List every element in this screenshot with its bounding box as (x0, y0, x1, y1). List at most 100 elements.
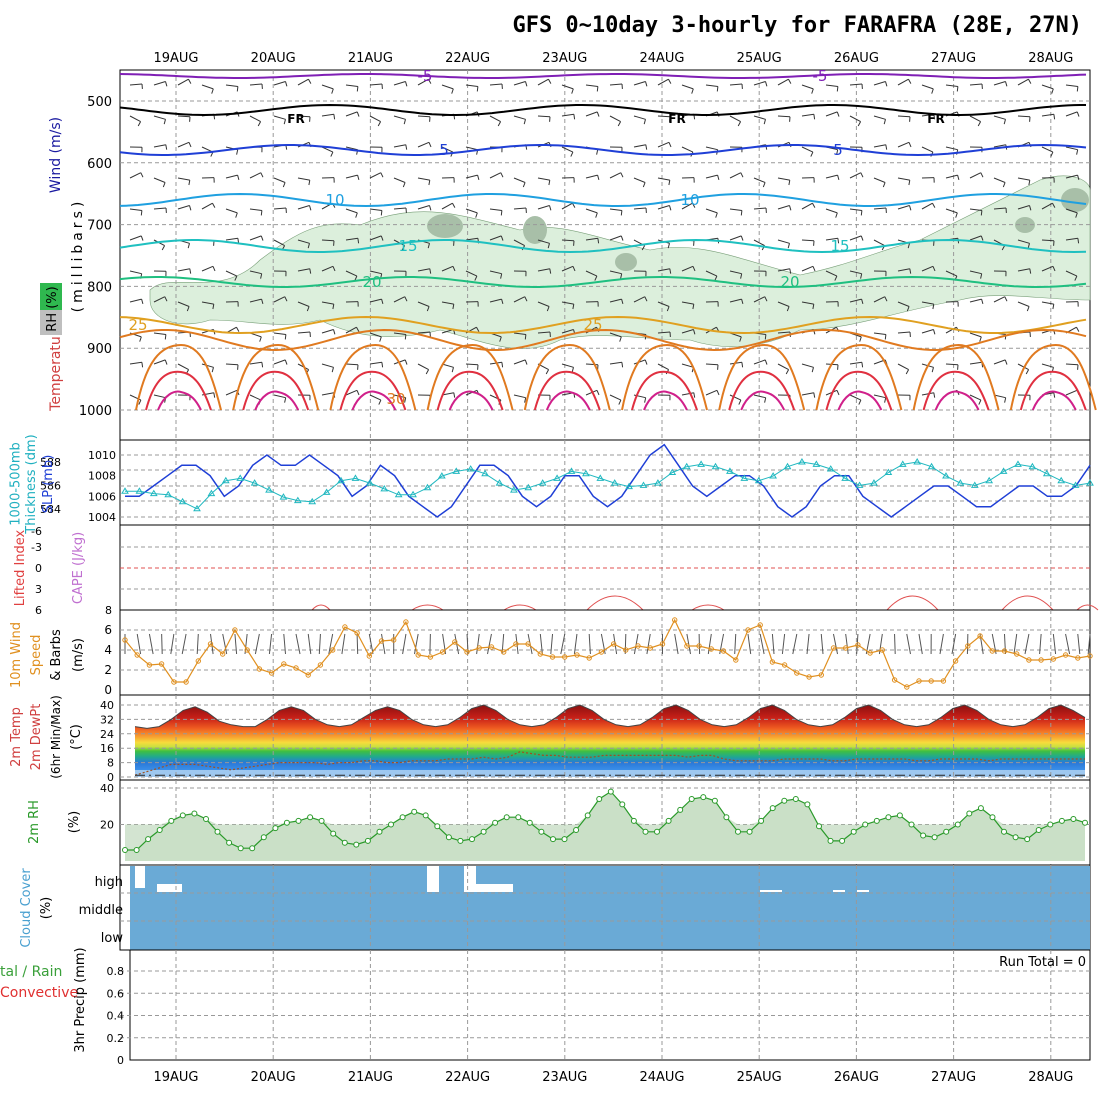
wind-barb (381, 211, 382, 216)
date-label-top: 25AUG (737, 51, 782, 66)
rh-point (1048, 822, 1053, 827)
rh-point (458, 838, 463, 843)
ylabel-thickness: 1000-500mbThickness (dm) (8, 434, 39, 534)
ylabel-barbs: & Barbs (49, 629, 64, 681)
wind-barb (502, 362, 503, 367)
date-label-top: 26AUG (834, 51, 879, 66)
li-tick: 3 (35, 583, 42, 596)
rh-point (1025, 837, 1030, 842)
temp-tick: 40 (100, 699, 114, 712)
rh-tick: 20 (100, 819, 114, 832)
temp-tick: 8 (107, 757, 114, 770)
date-label-top: 21AUG (348, 51, 393, 66)
wind-barb (285, 335, 286, 340)
rh-point (747, 829, 752, 834)
temp-tick: 16 (100, 742, 114, 755)
pressure-level-label: 700 (87, 219, 112, 234)
slp-tick: 1010 (88, 449, 116, 462)
wind-barb (142, 362, 143, 367)
wind-barb (741, 211, 742, 216)
wind-barb (862, 362, 863, 367)
rh-point (736, 829, 741, 834)
isotherm-label: 10 (325, 191, 344, 209)
date-label-top: 27AUG (931, 51, 976, 66)
rh-point (863, 822, 868, 827)
rh-point (1013, 835, 1018, 840)
rh-point (828, 838, 833, 843)
date-label-bottom: 23AUG (542, 1070, 587, 1085)
rh-dark-patch (1061, 188, 1089, 212)
precip-tick: 0.6 (107, 987, 125, 1000)
date-label-bottom: 22AUG (445, 1070, 490, 1085)
wind-barb (885, 335, 886, 340)
ylabel-lifted-index: Lifted Index (13, 529, 28, 606)
cloud-gap (833, 890, 845, 892)
rh-point (446, 835, 451, 840)
rh-point (874, 818, 879, 823)
rh-point (423, 813, 428, 818)
wind-tick: 4 (104, 643, 112, 657)
date-label-bottom: 24AUG (639, 1070, 684, 1085)
date-label-bottom: 28AUG (1028, 1070, 1073, 1085)
precip-tick: 0.8 (107, 965, 125, 978)
date-label-top: 20AUG (251, 51, 296, 66)
wind-barb (814, 114, 815, 119)
rh-point (817, 824, 822, 829)
wind-barb (957, 87, 958, 92)
wind-barb (358, 238, 359, 243)
wind-barb (837, 87, 838, 92)
date-label-bottom: 20AUG (251, 1070, 296, 1085)
ylabel-minmax: (6hr Min/Max) (49, 695, 63, 779)
rh-point (597, 797, 602, 802)
rh-point (435, 824, 440, 829)
rh-point (1036, 828, 1041, 833)
precip-tick: 0.4 (107, 1010, 125, 1023)
wind-barb (598, 238, 599, 243)
wind-barb (405, 335, 406, 340)
rh-point (955, 822, 960, 827)
isotherm-label: -5 (813, 67, 828, 85)
rh-point (655, 829, 660, 834)
ylabel-rh-units: (%) (67, 811, 82, 834)
rh-point (805, 802, 810, 807)
cloud-level-low: low (101, 931, 124, 946)
ylabel-cloud-cover: Cloud Cover (19, 868, 34, 948)
rh-point (851, 829, 856, 834)
ylabel-cloud-units: (%) (39, 897, 54, 920)
rh-point (539, 829, 544, 834)
rh-point (481, 829, 486, 834)
rh-point (169, 818, 174, 823)
cold-band (135, 770, 1085, 777)
ylabel-wind: Wind (m/s) (48, 117, 64, 193)
ylabel-rh: RH (%) (45, 286, 60, 331)
rh-point (238, 846, 243, 851)
ylabel-2m-dewpt: 2m DewPt (29, 704, 44, 771)
rh-point (261, 835, 266, 840)
rh-point (1071, 817, 1076, 822)
rh-point (782, 798, 787, 803)
pressure-level-label: 1000 (79, 404, 112, 419)
wind-barb (357, 87, 358, 92)
rh-point (319, 818, 324, 823)
cloud-cover-panel: high middle low Cloud Cover (%) (19, 865, 1090, 950)
ylabel-2m-rh: 2m RH (27, 800, 42, 844)
cloud-gap (476, 884, 513, 892)
wind-barb (981, 211, 982, 216)
surface-wind-barb (895, 634, 896, 654)
precip-ticks: 00.20.40.60.8 (107, 965, 125, 1067)
precip-tick: 0.2 (107, 1032, 125, 1045)
rh-point (296, 818, 301, 823)
wind-tick: 2 (104, 663, 112, 677)
run-total: Run Total = 0 (999, 955, 1086, 970)
li-tick: -6 (31, 525, 42, 538)
rh-point (180, 813, 185, 818)
rh-point (793, 797, 798, 802)
rh-point (562, 837, 567, 842)
wind-barb (765, 335, 766, 340)
cloud-level-middle: middle (79, 903, 123, 918)
